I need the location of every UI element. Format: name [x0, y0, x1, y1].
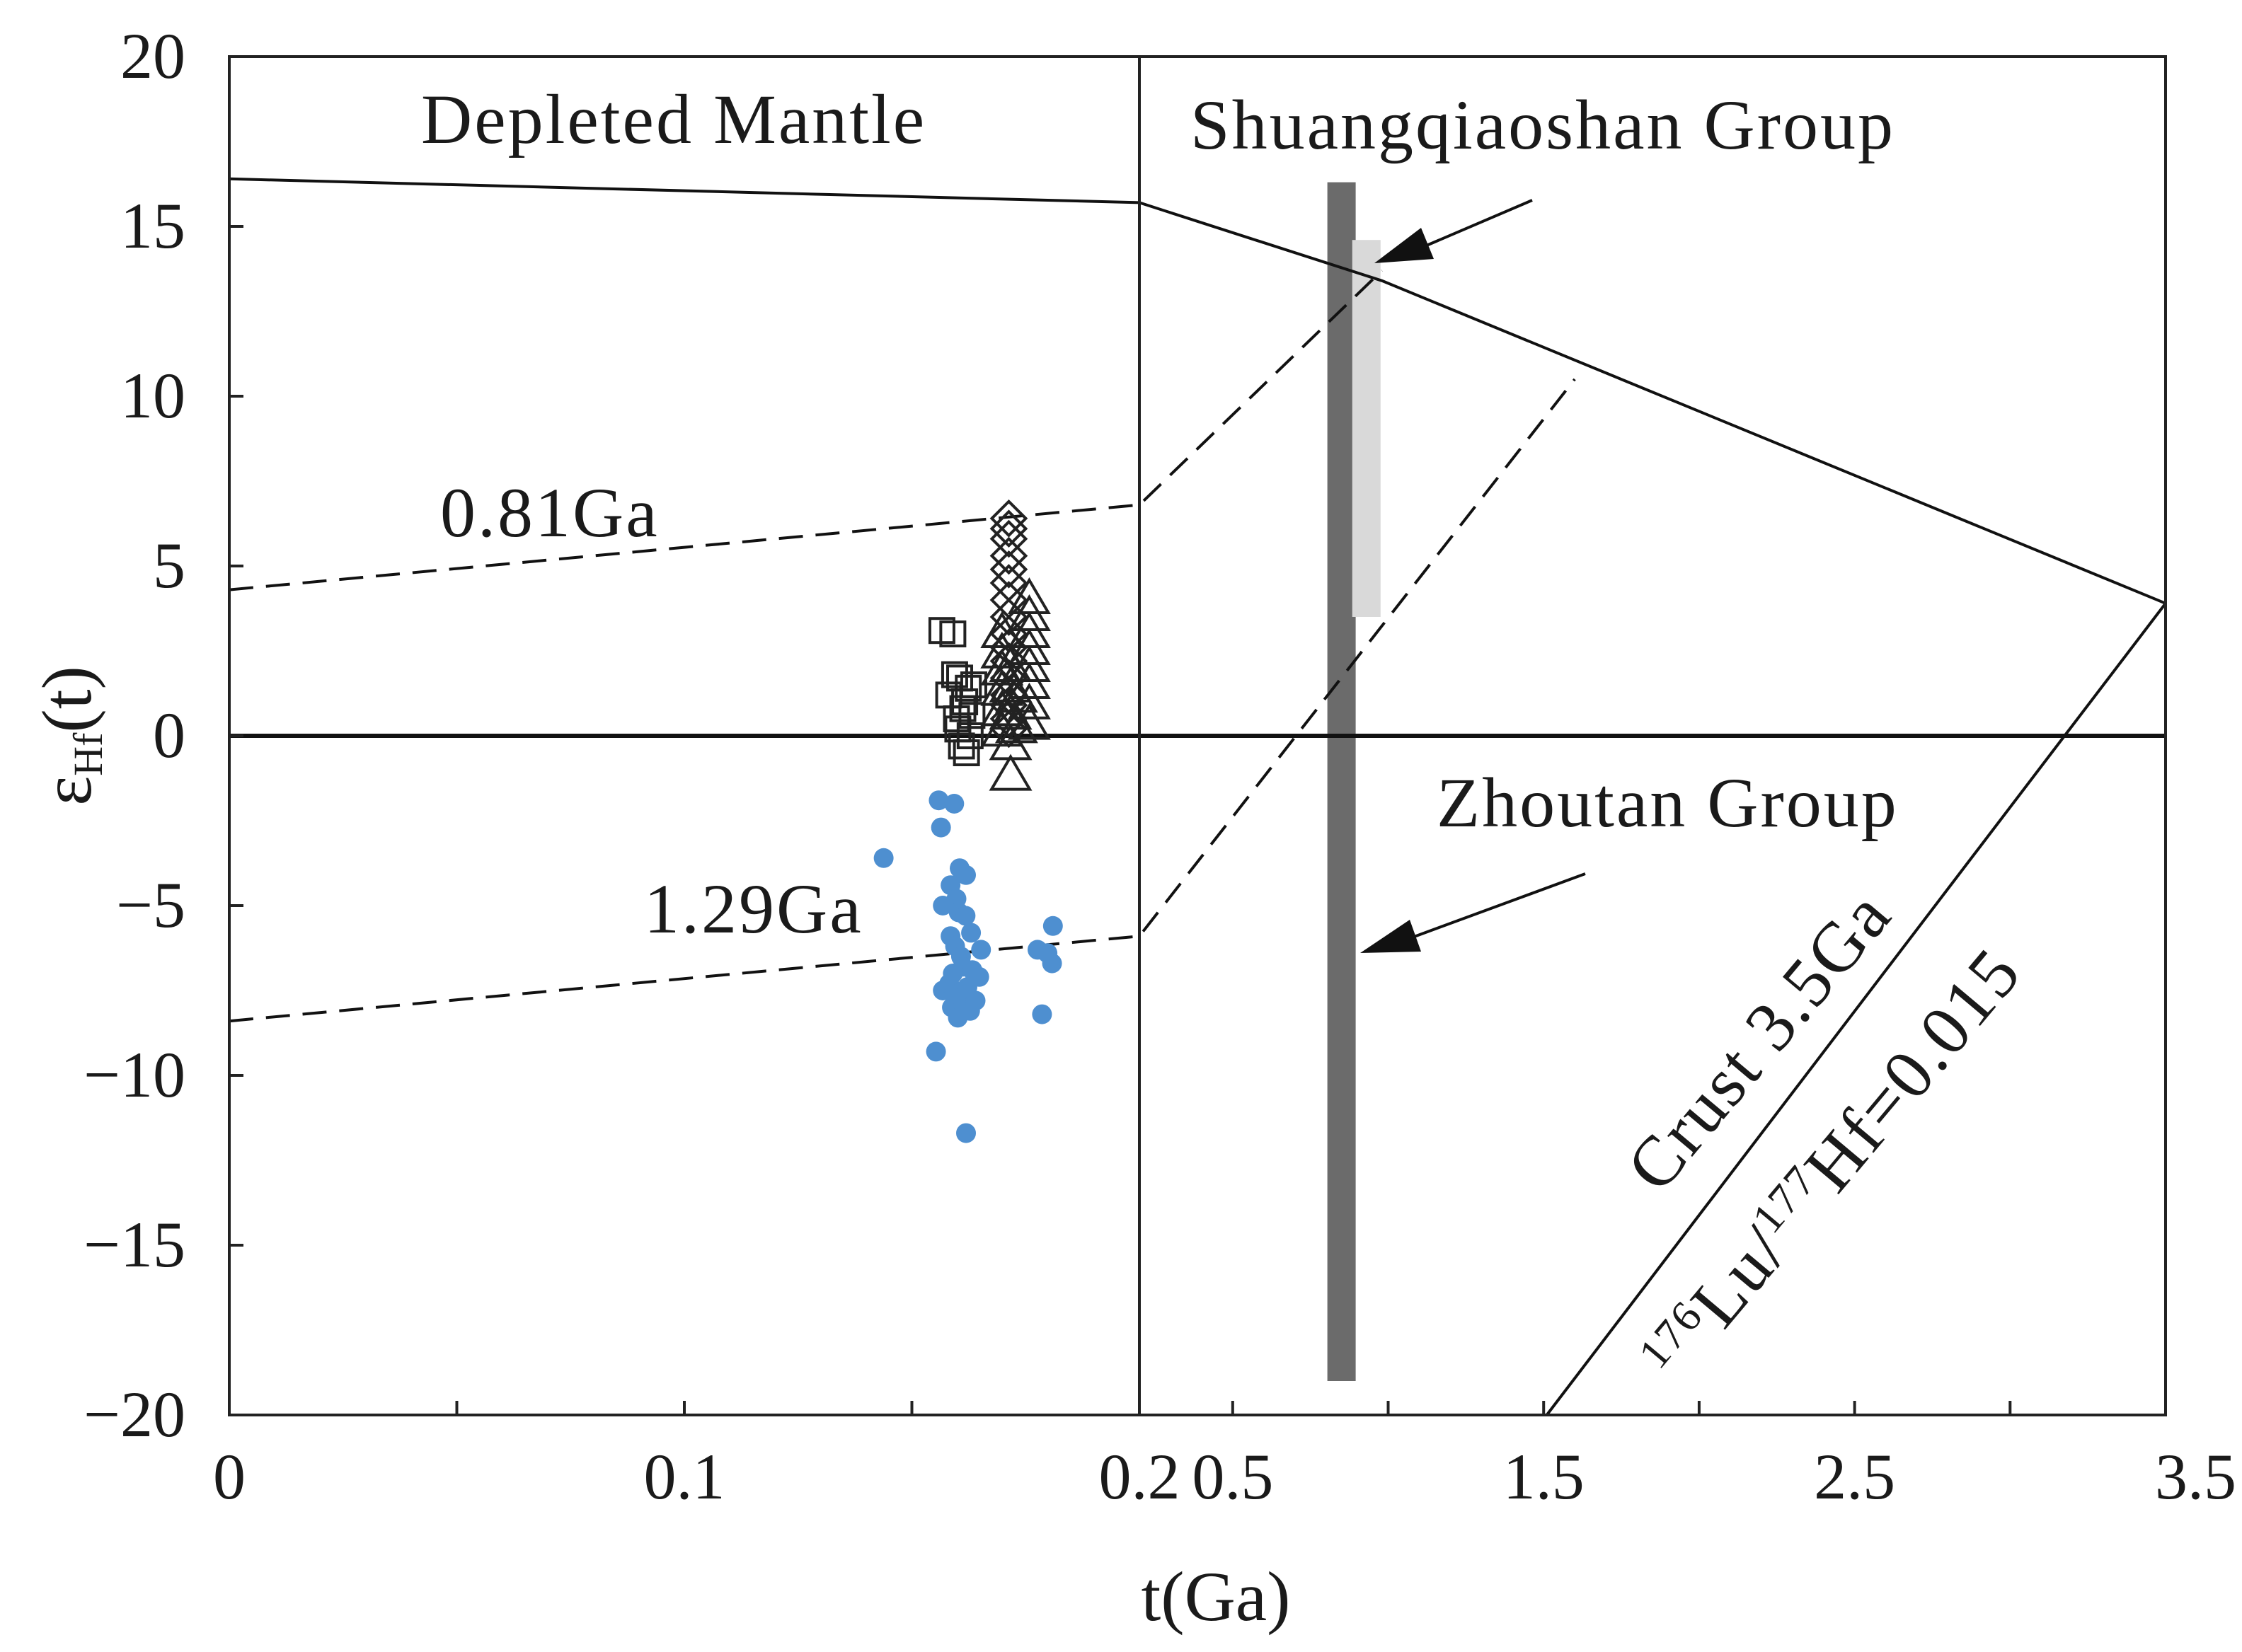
data-point-dot	[956, 1123, 977, 1143]
data-point-dot	[961, 923, 982, 943]
data-point-dot	[1032, 1004, 1052, 1024]
data-point-triangle	[980, 689, 1024, 727]
y-axis-title-tail: (t)	[28, 666, 106, 732]
data-point-dot	[969, 966, 989, 987]
x-tick-label: 0.5	[1192, 1440, 1273, 1513]
ref-line-crust-3.5Ga	[1546, 602, 2167, 1416]
annotation-arrows	[1360, 199, 1586, 953]
data-point-square	[941, 661, 968, 688]
label-shuangqiaoshan-group: Shuangqiaoshan Group	[1190, 86, 1895, 164]
data-points	[873, 499, 1063, 1143]
x-tick-label: 2.5	[1814, 1440, 1895, 1513]
data-point-diamond	[989, 536, 1028, 575]
data-point-triangle	[1007, 645, 1051, 682]
y-axis-title-sub: Hf	[65, 732, 111, 776]
data-point-diamond	[989, 499, 1028, 538]
y-tick-label: −5	[116, 869, 185, 941]
data-point-triangle	[1007, 703, 1051, 740]
label-0.81Ga: 0.81Ga	[440, 473, 660, 552]
data-point-diamond	[989, 550, 1028, 589]
data-point-square	[951, 688, 979, 715]
label-depleted-mantle: Depleted Mantle	[421, 80, 926, 158]
ref-line-depleted-mantle	[229, 177, 2166, 605]
data-point-square	[958, 702, 986, 729]
data-point-dot	[931, 817, 951, 838]
x-tick-label: 0	[213, 1440, 246, 1513]
x-tick-label-boundary: 0.2	[1099, 1440, 1180, 1513]
data-point-triangle	[1007, 682, 1051, 720]
data-point-dot	[926, 1041, 946, 1062]
label-1.29Ga: 1.29Ga	[644, 870, 863, 948]
y-axis-title-main: ε	[28, 776, 106, 806]
label-zhoutan-group: Zhoutan Group	[1437, 763, 1899, 842]
data-point-triangle	[1007, 662, 1051, 699]
y-tick-label: −10	[84, 1039, 185, 1111]
data-point-dot	[965, 990, 986, 1011]
data-point-triangle	[989, 753, 1033, 791]
svg-text:εHf(t): εHf(t)	[28, 666, 111, 806]
axis-ticks: 20 15 10 5 0 −5 −10 −15 −20 0 0.1 0.5 1.5 2.5 3.5 0.2	[84, 20, 2236, 1513]
data-point-dot	[956, 865, 977, 885]
arrow-zhoutan-shaft	[1408, 872, 1586, 940]
y-tick-label: 10	[120, 359, 185, 432]
arrow-shuangqiaoshan-shaft	[1408, 199, 1533, 255]
arrow-shuangqiaoshan-head	[1374, 228, 1434, 263]
range-bar-shuangqiaoshan-group	[1352, 240, 1381, 617]
x-axis-title: t(Ga)	[1142, 1557, 1291, 1636]
ref-line-evolution-1.29Ga	[229, 378, 1576, 1023]
y-axis-title: εHf(t)	[28, 666, 111, 806]
data-point-dot	[944, 794, 965, 814]
x-tick-label: 1.5	[1503, 1440, 1585, 1513]
data-point-square	[955, 674, 982, 702]
range-bars	[1327, 182, 1381, 1382]
data-point-dot	[955, 906, 976, 926]
ref-line-evolution-0.81Ga	[229, 269, 1384, 591]
data-point-dot	[929, 790, 949, 811]
data-point-square	[948, 732, 975, 760]
data-point-square	[956, 722, 984, 749]
y-tick-label: 5	[153, 529, 185, 601]
arrow-zhoutan-head	[1360, 920, 1421, 953]
y-tick-label: 20	[120, 20, 185, 92]
data-point-dot	[1042, 915, 1063, 936]
reference-lines	[229, 177, 2167, 1416]
y-tick-label: −20	[84, 1378, 185, 1450]
x-tick-label: 0.1	[644, 1440, 725, 1513]
data-point-square	[953, 739, 980, 766]
data-point-dot	[971, 940, 991, 960]
data-point-diamond	[989, 509, 1028, 548]
x-tick-label: 3.5	[2155, 1440, 2236, 1513]
data-point-square	[939, 620, 967, 647]
y-tick-label: −15	[84, 1208, 185, 1281]
y-tick-label: 0	[153, 699, 185, 771]
data-point-diamond	[989, 519, 1028, 558]
y-tick-label: 15	[120, 190, 185, 262]
data-point-triangle	[994, 706, 1038, 744]
data-point-dot	[1042, 953, 1062, 974]
data-point-dot	[873, 848, 894, 868]
range-bar-zhoutan-group	[1327, 182, 1356, 1382]
